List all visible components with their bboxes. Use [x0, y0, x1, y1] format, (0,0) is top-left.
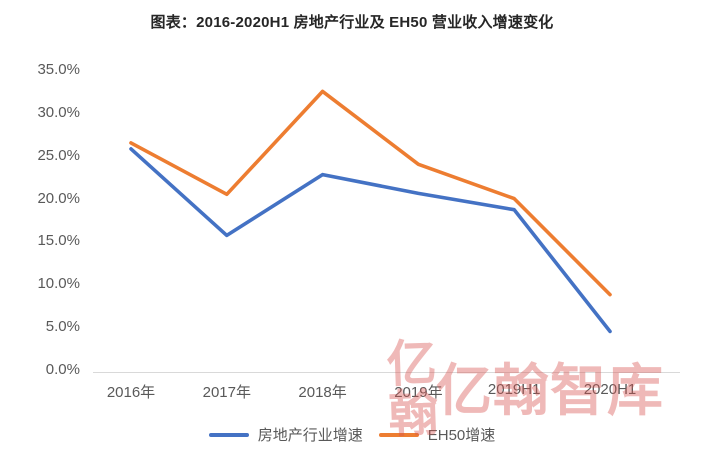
chart-title: 图表：2016-2020H1 房地产行业及 EH50 营业收入增速变化	[150, 14, 554, 31]
y-axis-tick-label: 25.0%	[37, 146, 80, 164]
x-axis-label: 2016年	[106, 384, 156, 401]
chart-legend: 房地产行业增速 EH50增速	[0, 424, 704, 445]
x-axis-label: 2019年	[394, 384, 443, 401]
series-line-industry-growth	[129, 147, 612, 334]
legend-line-swatch-blue	[208, 432, 249, 437]
series-line-eh50-growth	[129, 89, 612, 297]
y-axis-tick-label: 0.0%	[45, 361, 80, 378]
x-axis-baseline	[93, 372, 680, 373]
x-axis-label: 2018年	[298, 384, 347, 401]
legend-label-eh50: EH50增速	[427, 427, 496, 444]
y-axis-tick-label: 35.0%	[37, 61, 80, 78]
y-axis-tick-label: 15.0%	[37, 232, 80, 250]
y-axis-tick-label: 10.0%	[37, 275, 80, 293]
legend-label-industry: 房地产行业增速	[257, 427, 363, 444]
x-axis-label: 2017年	[202, 384, 251, 401]
x-axis-label: 2020H1	[583, 381, 637, 398]
legend-line-swatch-orange	[378, 432, 419, 437]
y-axis-tick-label: 5.0%	[45, 318, 80, 336]
y-axis-tick-label: 30.0%	[37, 103, 80, 121]
y-axis-tick-label: 20.0%	[37, 189, 80, 207]
legend-item-industry: 房地产行业增速	[208, 424, 363, 445]
x-axis-label: 2019H1	[487, 381, 541, 398]
legend-item-eh50: EH50增速	[378, 424, 496, 445]
